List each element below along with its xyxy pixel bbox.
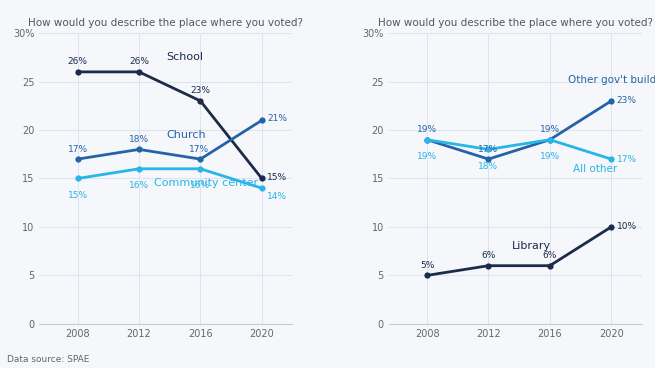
Text: 17%: 17% xyxy=(478,145,498,153)
Text: 19%: 19% xyxy=(417,125,437,134)
Text: Other gov't building: Other gov't building xyxy=(569,75,655,85)
Text: Church: Church xyxy=(166,130,206,140)
Text: Community center: Community center xyxy=(155,178,259,188)
Text: 5%: 5% xyxy=(420,261,434,270)
Text: 6%: 6% xyxy=(481,251,496,260)
Text: School: School xyxy=(166,52,204,62)
Text: 19%: 19% xyxy=(540,152,560,161)
Text: 14%: 14% xyxy=(267,192,288,201)
Text: 26%: 26% xyxy=(67,57,88,66)
Text: 15%: 15% xyxy=(67,191,88,200)
Text: 6%: 6% xyxy=(542,251,557,260)
Text: 10%: 10% xyxy=(617,222,637,231)
Text: 15%: 15% xyxy=(267,173,288,181)
Text: All other: All other xyxy=(573,164,617,174)
Text: 18%: 18% xyxy=(478,162,498,171)
Text: 18%: 18% xyxy=(129,135,149,144)
Text: 16%: 16% xyxy=(191,181,210,190)
Text: 16%: 16% xyxy=(129,181,149,190)
Text: 21%: 21% xyxy=(267,114,288,123)
Text: 23%: 23% xyxy=(617,96,637,106)
Title: How would you describe the place where you voted?: How would you describe the place where y… xyxy=(378,18,653,28)
Text: 17%: 17% xyxy=(67,145,88,153)
Title: How would you describe the place where you voted?: How would you describe the place where y… xyxy=(28,18,303,28)
Text: 26%: 26% xyxy=(129,57,149,66)
Text: Data source: SPAE: Data source: SPAE xyxy=(7,355,89,364)
Text: 23%: 23% xyxy=(191,86,210,95)
Text: 17%: 17% xyxy=(617,155,637,164)
Text: 19%: 19% xyxy=(417,152,437,161)
Text: Library: Library xyxy=(512,241,551,251)
Text: 19%: 19% xyxy=(540,125,560,134)
Text: 17%: 17% xyxy=(189,145,209,153)
